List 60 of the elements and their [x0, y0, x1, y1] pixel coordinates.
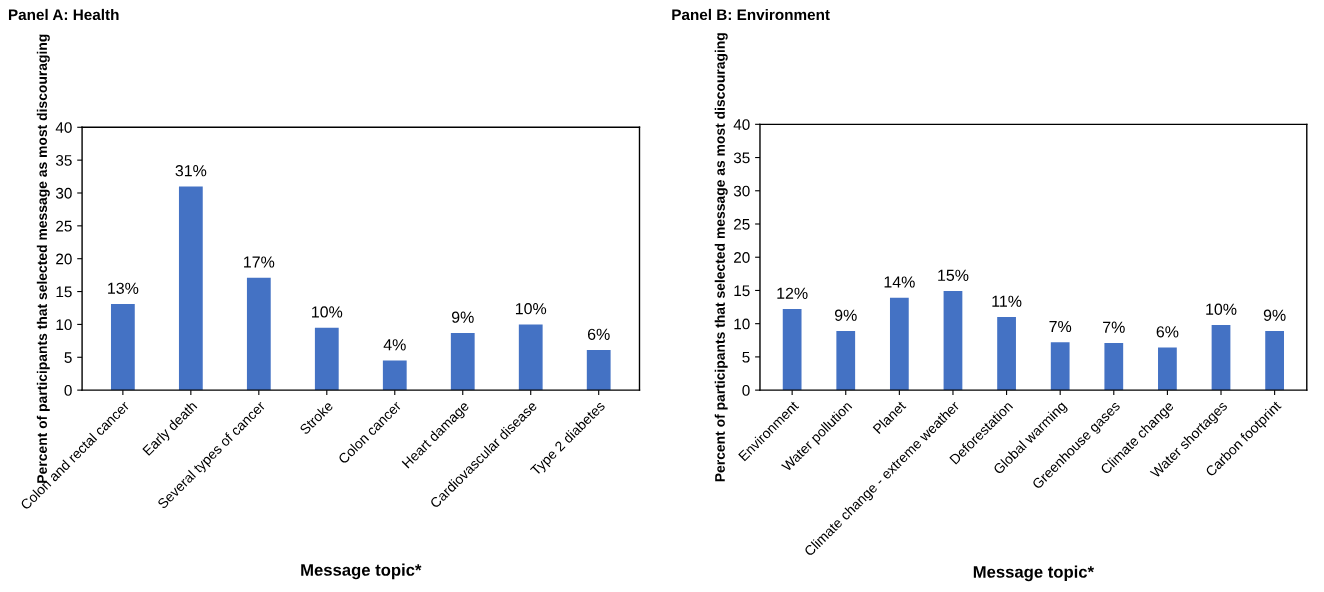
data-label: 11%: [992, 295, 1022, 307]
chart-title: Panel A: Health: [8, 8, 119, 21]
data-label: 12%: [777, 287, 808, 299]
data-label: 6%: [1156, 326, 1179, 338]
x-axis-title: Message topic*: [973, 565, 1095, 582]
bar: [1211, 325, 1231, 391]
bar: [450, 332, 475, 391]
bar: [518, 324, 543, 391]
y-tick-label: 10: [56, 319, 72, 331]
data-label: 9%: [451, 311, 474, 323]
data-label: 10%: [1206, 303, 1237, 315]
bar: [382, 360, 407, 391]
data-label: 9%: [834, 309, 857, 321]
y-tick-label: 5: [64, 352, 72, 363]
y-tick-label: 15: [734, 285, 750, 297]
y-tick-label: 40: [55, 122, 72, 133]
bar: [1050, 342, 1070, 391]
data-label: 7%: [1049, 320, 1072, 333]
data-label: 10%: [515, 303, 547, 315]
y-tick-label: 25: [56, 220, 72, 232]
y-tick-label: 40: [733, 119, 750, 131]
x-axis-title: Message topic*: [301, 563, 422, 580]
bar: [1265, 330, 1284, 391]
y-tick-label: 20: [734, 252, 750, 263]
y-tick-label: 0: [742, 385, 750, 396]
y-tick-label: 10: [734, 318, 750, 330]
y-tick-label: 30: [55, 187, 72, 199]
data-label: 17%: [244, 256, 275, 268]
data-label: 14%: [884, 276, 915, 288]
data-label: 10%: [312, 306, 343, 318]
y-tick-label: 30: [733, 185, 750, 197]
data-label: 15%: [938, 269, 969, 282]
y-tick-label: 35: [733, 152, 750, 164]
bar: [782, 309, 802, 391]
data-label: 4%: [383, 339, 406, 351]
data-label: 31%: [175, 165, 207, 177]
bar: [1158, 347, 1177, 391]
data-label: 7%: [1103, 321, 1125, 333]
y-tick-label: 35: [55, 155, 72, 166]
data-label: 9%: [1263, 309, 1286, 321]
bar: [997, 317, 1016, 391]
data-label: 13%: [108, 282, 139, 294]
bar: [246, 277, 271, 391]
data-label: 6%: [587, 328, 610, 340]
bar: [836, 330, 856, 391]
y-tick-label: 20: [56, 253, 72, 265]
bar: [178, 186, 203, 391]
bar: [889, 297, 909, 391]
bar: [110, 304, 135, 391]
y-tick-label: 25: [734, 218, 750, 230]
bar: [1104, 342, 1124, 391]
bar: [943, 291, 963, 391]
y-tick-label: 5: [742, 351, 750, 363]
bar: [586, 350, 611, 391]
y-tick-label: 15: [56, 286, 72, 298]
chart-title: Panel B: Environment: [672, 8, 830, 21]
y-axis-title: Percent of participants that selected message as most discouraging: [714, 33, 728, 482]
bar: [314, 327, 339, 391]
y-axis-title: Percent of participants that selected message as most discouraging: [36, 34, 50, 483]
y-tick-label: 0: [64, 385, 72, 396]
